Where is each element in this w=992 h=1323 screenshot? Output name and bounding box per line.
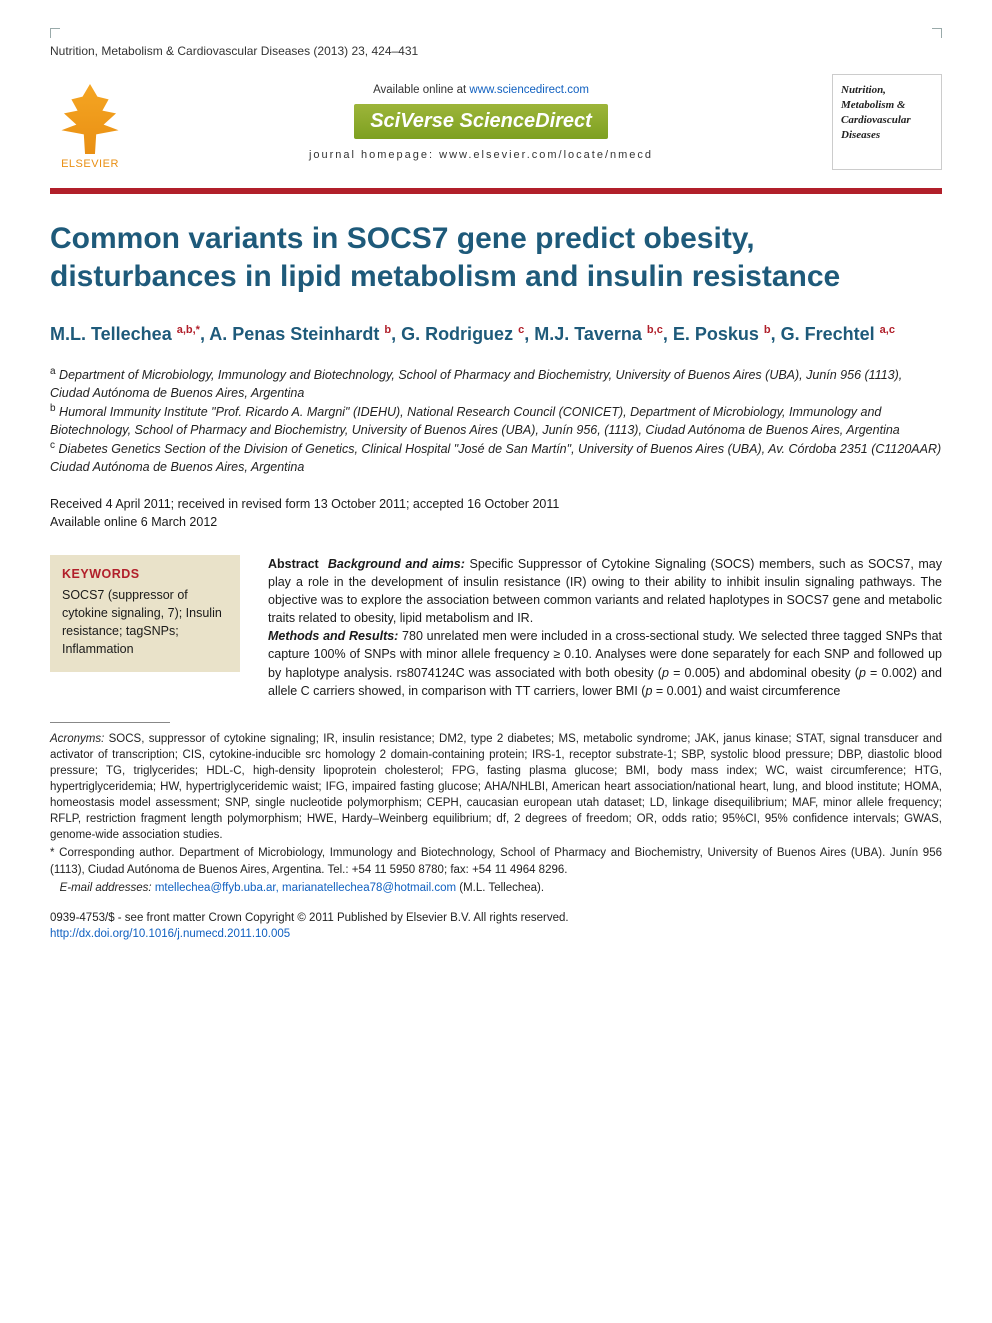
crop-marks-top <box>50 28 942 38</box>
acronyms-label: Acronyms: <box>50 733 104 745</box>
keywords-abstract-row: KEYWORDS SOCS7 (suppressor of cytokine s… <box>50 555 942 700</box>
journal-thumb-line: Metabolism & <box>841 98 933 113</box>
available-online-line: Available online 6 March 2012 <box>50 513 942 531</box>
sciverse-logo: SciVerse ScienceDirect <box>354 104 608 139</box>
copyright-block: 0939-4753/$ - see front matter Crown Cop… <box>50 910 942 942</box>
crop-corner <box>932 28 942 38</box>
corresponding-author-footnote: * Corresponding author. Department of Mi… <box>50 845 942 877</box>
journal-homepage-line: journal homepage: www.elsevier.com/locat… <box>148 149 814 161</box>
keywords-heading: KEYWORDS <box>62 565 228 583</box>
article-title: Common variants in SOCS7 gene predict ob… <box>50 220 942 295</box>
sciencedirect-link[interactable]: www.sciencedirect.com <box>469 84 589 96</box>
keywords-box: KEYWORDS SOCS7 (suppressor of cytokine s… <box>50 555 240 673</box>
journal-thumb-line: Cardiovascular <box>841 113 933 128</box>
crop-corner <box>50 28 60 38</box>
email-label: E-mail addresses: <box>60 882 152 894</box>
header-center: Available online at www.sciencedirect.co… <box>148 84 814 161</box>
email-link[interactable]: mtellechea@ffyb.uba.ar, marianatellechea… <box>155 882 456 894</box>
keywords-body: SOCS7 (suppressor of cytokine signaling,… <box>62 586 228 659</box>
copyright-line: 0939-4753/$ - see front matter Crown Cop… <box>50 910 942 926</box>
affiliation-line: c Diabetes Genetics Section of the Divis… <box>50 439 942 476</box>
running-head: Nutrition, Metabolism & Cardiovascular D… <box>50 44 942 58</box>
available-prefix: Available online at <box>373 84 469 96</box>
red-divider <box>50 188 942 194</box>
author-list: M.L. Tellechea a,b,*, A. Penas Steinhard… <box>50 321 942 347</box>
doi-link[interactable]: http://dx.doi.org/10.1016/j.numecd.2011.… <box>50 928 290 940</box>
footnotes: Acronyms: SOCS, suppressor of cytokine s… <box>50 731 942 896</box>
elsevier-wordmark: ELSEVIER <box>61 158 119 170</box>
abstract: Abstract Background and aims: Specific S… <box>268 555 942 700</box>
journal-thumb-line: Nutrition, <box>841 83 933 98</box>
email-paren: (M.L. Tellechea). <box>459 882 544 894</box>
acronyms-footnote: Acronyms: SOCS, suppressor of cytokine s… <box>50 731 942 844</box>
page-container: Nutrition, Metabolism & Cardiovascular D… <box>0 0 992 982</box>
affiliations: a Department of Microbiology, Immunology… <box>50 365 942 476</box>
received-line: Received 4 April 2011; received in revis… <box>50 495 942 513</box>
available-online-line: Available online at www.sciencedirect.co… <box>148 84 814 96</box>
footnote-rule <box>50 722 170 723</box>
elsevier-tree-icon <box>59 84 121 154</box>
affiliation-line: b Humoral Immunity Institute "Prof. Rica… <box>50 402 942 439</box>
acronyms-text: SOCS, suppressor of cytokine signaling; … <box>50 733 942 842</box>
email-footnote: E-mail addresses: mtellechea@ffyb.uba.ar… <box>50 880 942 896</box>
journal-header: ELSEVIER Available online at www.science… <box>50 68 942 178</box>
elsevier-logo: ELSEVIER <box>50 74 130 170</box>
article-dates: Received 4 April 2011; received in revis… <box>50 495 942 531</box>
journal-thumb-line: Diseases <box>841 128 933 143</box>
journal-cover-thumb: Nutrition, Metabolism & Cardiovascular D… <box>832 74 942 170</box>
affiliation-line: a Department of Microbiology, Immunology… <box>50 365 942 402</box>
